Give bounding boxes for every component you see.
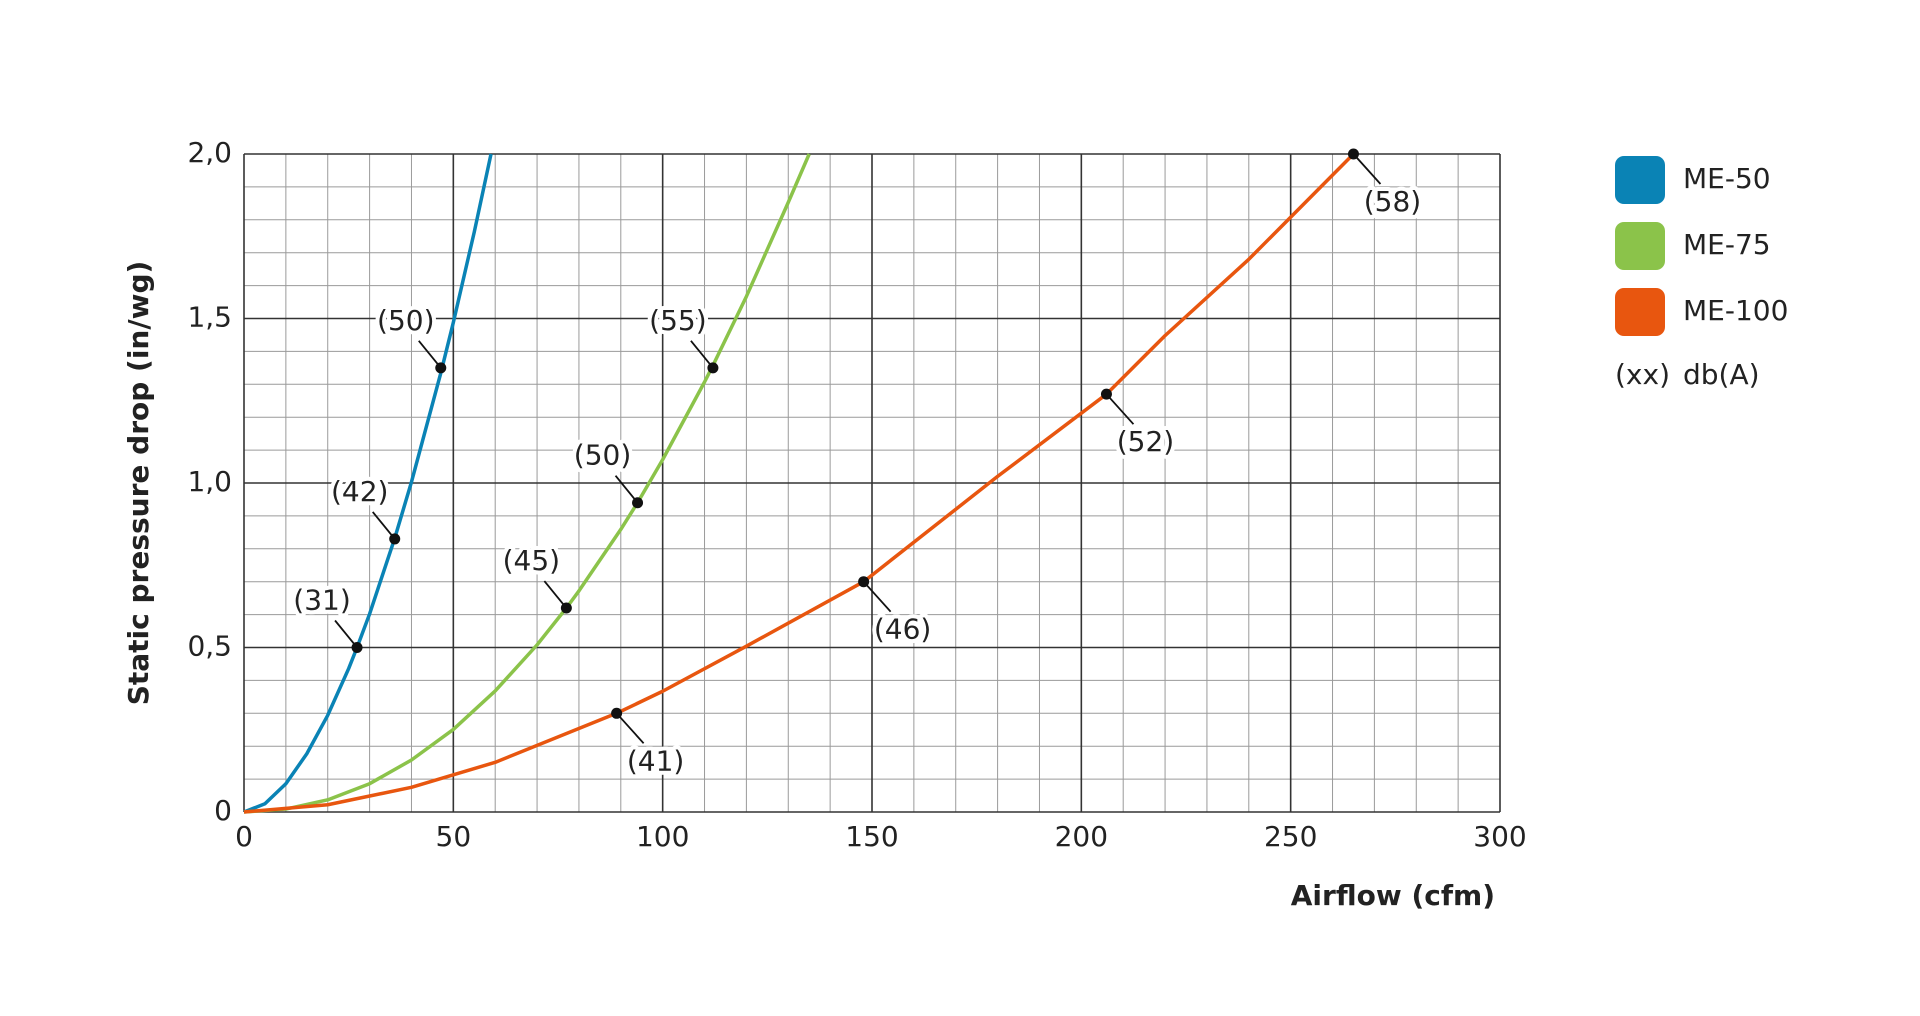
y-tick-label: 1,0 [187,465,232,498]
marker [389,533,401,545]
marker [858,576,870,588]
marker-label: (50) [574,439,631,472]
marker [1347,148,1359,160]
marker-label: (55) [649,304,706,337]
leader-line [862,581,892,613]
x-tick-label: 100 [636,820,689,853]
x-tick-label: 250 [1264,820,1317,853]
marker-label: (58) [1364,185,1421,218]
y-tick-label: 1,5 [187,301,232,334]
leader-line [1105,393,1135,425]
series-line [243,153,493,814]
leader-line [615,712,645,744]
y-tick-label: 2,0 [187,136,232,169]
x-tick-label: 200 [1055,820,1108,853]
legend-note-symbol: (xx) [1615,358,1670,391]
marker-label: (31) [293,584,350,617]
x-tick-label: 0 [235,820,253,853]
leader-line [614,475,639,504]
marker-label: (41) [627,744,684,777]
series-line [243,153,811,814]
leader-line [690,340,714,369]
marker-label: (42) [331,475,388,508]
leader-line [334,619,358,649]
legend-swatch [1615,156,1665,204]
marker [611,707,623,719]
leader-line [543,580,568,609]
y-tick-label: 0,5 [187,630,232,663]
y-axis-title: Static pressure drop (in/wg) [122,261,155,706]
x-axis-title: Airflow (cfm) [1291,879,1495,912]
legend-label: ME-100 [1683,294,1788,327]
marker [1100,388,1112,400]
marker [560,602,572,614]
marker [351,642,363,653]
legend-swatch [1615,222,1665,270]
legend-label: ME-50 [1683,162,1771,195]
leader-line [372,511,396,540]
leader-line [418,340,442,369]
legend-label: ME-75 [1683,228,1771,261]
y-tick-label: 0 [214,794,232,827]
legend-note-text: db(A) [1683,358,1760,391]
legend-swatch [1615,288,1665,336]
x-tick-label: 300 [1473,820,1526,853]
x-tick-label: 50 [436,820,472,853]
marker-label: (50) [377,304,434,337]
marker-label: (52) [1117,425,1174,458]
marker-label: (45) [503,544,560,577]
grid [243,153,1501,813]
marker-label: (46) [874,613,931,646]
marker [707,362,719,374]
series-line [243,152,1355,814]
leader-line [1352,153,1382,185]
x-tick-label: 150 [845,820,898,853]
marker [632,497,644,509]
marker [435,362,447,374]
